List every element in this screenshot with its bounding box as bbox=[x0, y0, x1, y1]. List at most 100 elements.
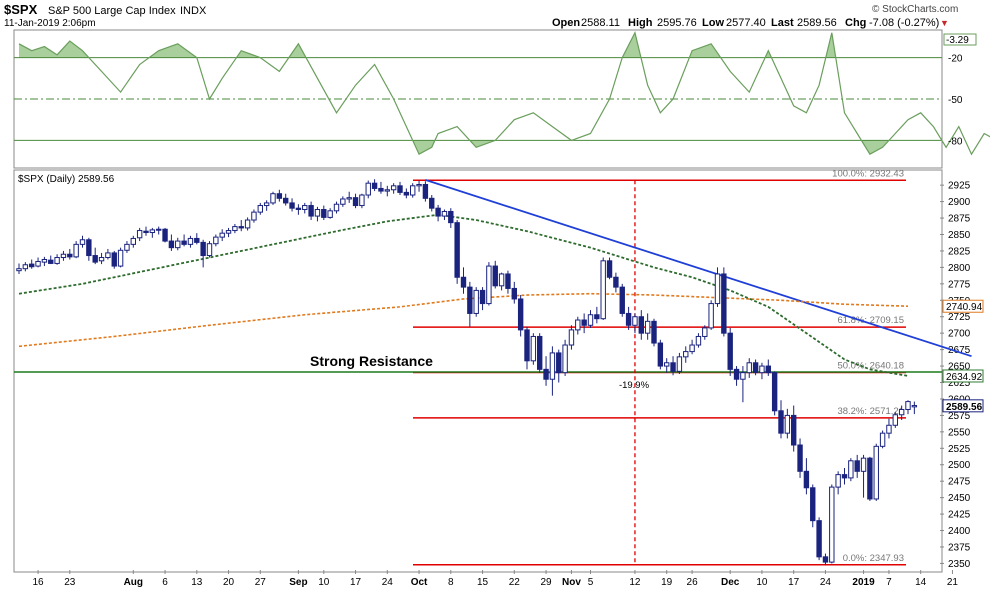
ma200-series bbox=[18, 292, 909, 348]
date-tick-label: 29 bbox=[540, 577, 552, 588]
candle bbox=[784, 408, 791, 439]
candle bbox=[581, 313, 587, 334]
candle-body bbox=[797, 444, 803, 472]
candle bbox=[822, 553, 829, 566]
candle-body bbox=[568, 329, 575, 346]
price-tick-label: 2650 bbox=[948, 362, 971, 373]
candle bbox=[543, 356, 549, 386]
candle-body bbox=[213, 236, 219, 245]
candle-body bbox=[714, 273, 721, 305]
indicator-tick-label: -20 bbox=[948, 54, 963, 65]
candle bbox=[778, 400, 784, 439]
ma200-line bbox=[18, 292, 909, 348]
candle bbox=[238, 220, 244, 232]
fib-level-label: 100.0%: 2932.43 bbox=[832, 168, 904, 179]
candle bbox=[460, 267, 467, 294]
date-tick-label: 14 bbox=[915, 577, 927, 588]
candle bbox=[410, 183, 416, 198]
candle bbox=[48, 255, 54, 265]
candle bbox=[422, 181, 429, 202]
candle bbox=[263, 200, 270, 211]
candle bbox=[435, 204, 441, 222]
candle-body bbox=[829, 486, 835, 563]
date-tick-label: Aug bbox=[124, 577, 143, 588]
candle-body bbox=[746, 362, 752, 374]
candle bbox=[321, 205, 327, 221]
candle-body bbox=[429, 197, 435, 209]
date-tick-label: 7 bbox=[886, 577, 892, 588]
candle bbox=[136, 227, 143, 242]
candle bbox=[105, 248, 111, 260]
candle-body bbox=[467, 286, 473, 314]
date-tick-label: 8 bbox=[448, 577, 454, 588]
candle bbox=[41, 256, 48, 267]
price-badge: 2740.94 bbox=[942, 299, 984, 313]
candle-body bbox=[651, 320, 657, 344]
candle-body bbox=[194, 237, 200, 243]
candle-body bbox=[219, 232, 225, 238]
candle-body bbox=[867, 457, 873, 500]
candle bbox=[314, 206, 321, 222]
candle-body bbox=[378, 187, 384, 192]
price-badge-box bbox=[942, 299, 984, 313]
candle bbox=[517, 295, 524, 337]
candle bbox=[206, 241, 213, 258]
candle-body bbox=[73, 243, 79, 258]
candle bbox=[117, 247, 124, 268]
candle-body bbox=[848, 460, 854, 479]
candle bbox=[219, 229, 225, 242]
indicator-series-line bbox=[18, 31, 990, 156]
candle bbox=[92, 247, 98, 265]
candle-body bbox=[225, 230, 232, 234]
candle-body bbox=[187, 237, 194, 245]
candle bbox=[689, 339, 695, 355]
date-tick-label: 23 bbox=[64, 577, 76, 588]
candle-body bbox=[517, 298, 524, 331]
candle bbox=[714, 267, 721, 307]
candle bbox=[130, 235, 137, 248]
candle bbox=[244, 217, 251, 231]
candle bbox=[886, 418, 892, 439]
candle bbox=[759, 362, 765, 380]
candle bbox=[905, 400, 911, 415]
candle-body bbox=[98, 257, 105, 262]
candle-body bbox=[162, 228, 168, 242]
chart-header: $SPX S&P 500 Large Cap Index INDX 11-Jan… bbox=[4, 2, 958, 29]
high-label: High bbox=[628, 17, 653, 29]
date-tick-label: 24 bbox=[820, 577, 832, 588]
candle-body bbox=[308, 205, 314, 217]
candle-body bbox=[441, 210, 448, 217]
candle-body bbox=[149, 229, 156, 234]
candle-body bbox=[289, 202, 295, 209]
candle-body bbox=[613, 276, 619, 288]
indicator-badge-value: -3.29 bbox=[946, 35, 969, 46]
candle-body bbox=[486, 265, 492, 305]
candle-body bbox=[784, 414, 791, 434]
candle-body bbox=[276, 193, 283, 199]
candle-body bbox=[752, 362, 759, 374]
indicator-levels bbox=[14, 57, 942, 141]
candle bbox=[232, 223, 238, 234]
date-tick-label: 10 bbox=[756, 577, 768, 588]
price-tick-label: 2625 bbox=[948, 378, 971, 389]
chart-date: 11-Jan-2019 2:06pm bbox=[4, 18, 96, 29]
candle-body bbox=[695, 335, 702, 346]
price-tick-label: 2450 bbox=[948, 493, 971, 504]
candle-body bbox=[244, 219, 251, 229]
price-tick-label: 2700 bbox=[948, 329, 971, 340]
price-tick-label: 2350 bbox=[948, 559, 971, 570]
candle bbox=[791, 405, 797, 452]
candle-body bbox=[105, 252, 111, 259]
candle-body bbox=[879, 432, 886, 447]
candle bbox=[683, 346, 689, 363]
candle-body bbox=[511, 287, 517, 300]
candle-body bbox=[448, 210, 454, 224]
price-tick-label: 2400 bbox=[948, 526, 971, 537]
price-tick-label: 2525 bbox=[948, 444, 971, 455]
candle bbox=[816, 517, 822, 561]
date-tick-label: 24 bbox=[382, 577, 394, 588]
date-tick-label: Nov bbox=[562, 577, 581, 588]
candle bbox=[225, 227, 232, 238]
date-tick-label: 10 bbox=[318, 577, 330, 588]
